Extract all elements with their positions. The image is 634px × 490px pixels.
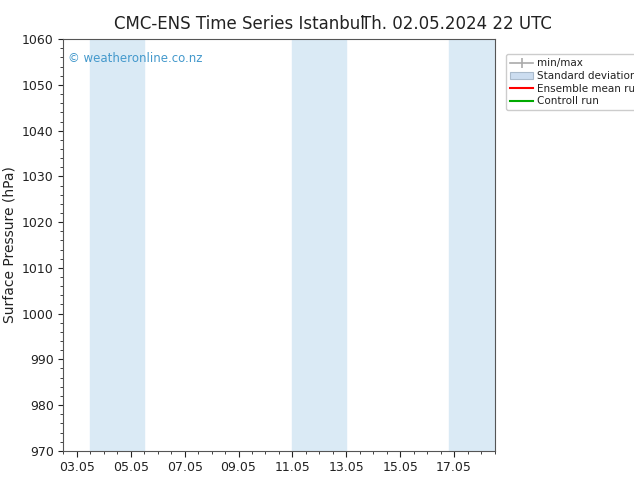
Bar (449, 39, 495, 451)
Text: Th. 02.05.2024 22 UTC: Th. 02.05.2024 22 UTC (361, 15, 552, 33)
Bar (90, 39, 145, 451)
Legend: min/max, Standard deviation, Ensemble mean run, Controll run: min/max, Standard deviation, Ensemble me… (506, 54, 634, 110)
Y-axis label: Surface Pressure (hPa): Surface Pressure (hPa) (3, 167, 16, 323)
Bar (292, 39, 346, 451)
Text: © weatheronline.co.nz: © weatheronline.co.nz (68, 51, 202, 65)
Text: CMC-ENS Time Series Istanbul: CMC-ENS Time Series Istanbul (114, 15, 365, 33)
